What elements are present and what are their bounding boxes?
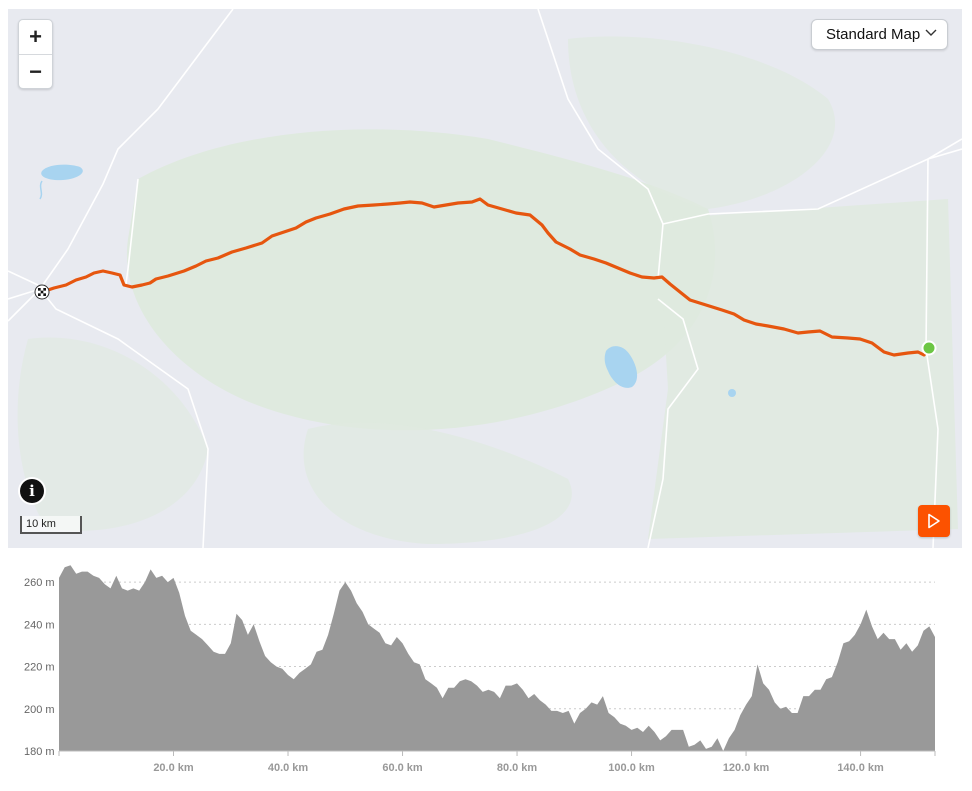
scale-bar: 10 km (20, 516, 82, 534)
y-tick-label: 200 m (24, 704, 55, 716)
chevron-down-icon (925, 29, 937, 36)
map-basemap (8, 9, 962, 548)
x-tick-label: 40.0 km (268, 762, 309, 774)
route-line[interactable] (40, 197, 931, 357)
zoom-control: + − (18, 19, 53, 89)
x-tick-label: 100.0 km (608, 762, 655, 774)
play-icon (928, 513, 940, 529)
map-style-label: Standard Map (826, 26, 921, 43)
info-icon[interactable]: i (20, 479, 44, 503)
x-axis: 20.0 km 40.0 km 60.0 km 80.0 km 100.0 km 120.… (58, 750, 936, 774)
start-dot-icon[interactable] (921, 340, 937, 356)
elevation-chart[interactable]: 180 m 200 m 220 m 240 m 260 m 20.0 km 40.0 km… (0, 549, 972, 791)
y-tick-label: 240 m (24, 619, 55, 631)
play-flyover-button[interactable] (918, 505, 950, 537)
y-tick-label: 260 m (24, 577, 55, 589)
checkered-flag-icon[interactable] (34, 284, 50, 300)
water-bodies (41, 164, 736, 397)
minus-icon[interactable]: − (19, 54, 52, 88)
x-tick-label: 60.0 km (382, 762, 423, 774)
y-tick-label: 180 m (24, 746, 55, 758)
x-tick-label: 120.0 km (723, 762, 770, 774)
x-tick-label: 20.0 km (153, 762, 194, 774)
y-tick-label: 220 m (24, 662, 55, 674)
x-tick-label: 80.0 km (497, 762, 538, 774)
plus-icon[interactable]: + (29, 24, 42, 49)
map-style-dropdown[interactable]: Standard Map (811, 19, 948, 50)
route-map[interactable]: + − Standard Map i 10 km (8, 9, 962, 548)
elevation-area[interactable] (59, 565, 935, 751)
x-tick-label: 140.0 km (837, 762, 884, 774)
y-axis: 180 m 200 m 220 m 240 m 260 m (24, 577, 55, 758)
vegetation-areas (17, 36, 958, 544)
